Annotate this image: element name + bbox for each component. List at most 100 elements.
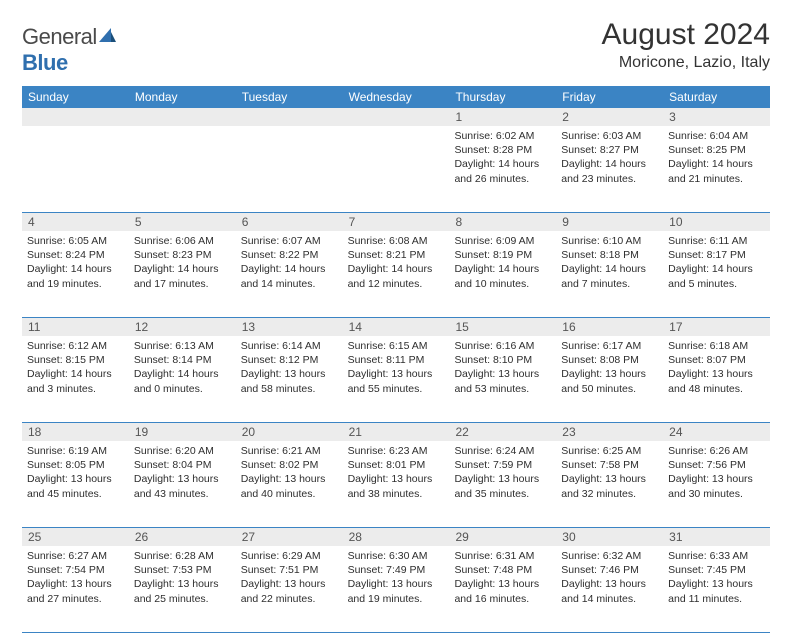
day-number: 14 xyxy=(343,318,450,336)
dayname: Wednesday xyxy=(343,86,450,108)
sunrise-text: Sunrise: 6:30 AM xyxy=(348,549,445,563)
sunset-text: Sunset: 8:21 PM xyxy=(348,248,445,262)
day-number: 15 xyxy=(449,318,556,336)
week-row: Sunrise: 6:05 AMSunset: 8:24 PM Daylight:… xyxy=(22,231,770,318)
day-number: 19 xyxy=(129,423,236,441)
sunrise-text: Sunrise: 6:28 AM xyxy=(134,549,231,563)
daylight-text: Daylight: 13 hours and 14 minutes. xyxy=(561,577,658,605)
sunrise-text: Sunrise: 6:23 AM xyxy=(348,444,445,458)
sunset-text: Sunset: 8:18 PM xyxy=(561,248,658,262)
day-cell: Sunrise: 6:28 AMSunset: 7:53 PMDaylight:… xyxy=(129,546,236,632)
sunrise-text: Sunrise: 6:03 AM xyxy=(561,129,658,143)
daynum-row: 11121314151617 xyxy=(22,318,770,336)
header: General Blue August 2024 Moricone, Lazio… xyxy=(22,18,770,76)
sunrise-text: Sunrise: 6:33 AM xyxy=(668,549,765,563)
day-number: 24 xyxy=(663,423,770,441)
week-row: Sunrise: 6:27 AMSunset: 7:54 PMDaylight:… xyxy=(22,546,770,633)
sunrise-text: Sunrise: 6:17 AM xyxy=(561,339,658,353)
day-cell: Sunrise: 6:14 AMSunset: 8:12 PMDaylight:… xyxy=(236,336,343,422)
day-cell: Sunrise: 6:27 AMSunset: 7:54 PMDaylight:… xyxy=(22,546,129,632)
sunset-text: Sunset: 8:02 PM xyxy=(241,458,338,472)
day-cell: Sunrise: 6:30 AMSunset: 7:49 PMDaylight:… xyxy=(343,546,450,632)
sunrise-text: Sunrise: 6:08 AM xyxy=(348,234,445,248)
daynum-row: 18192021222324 xyxy=(22,423,770,441)
sunset-text: Sunset: 8:11 PM xyxy=(348,353,445,367)
sunset-text: Sunset: 7:46 PM xyxy=(561,563,658,577)
day-number: 20 xyxy=(236,423,343,441)
day-number: 4 xyxy=(22,213,129,231)
week-row: Sunrise: 6:12 AMSunset: 8:15 PMDaylight:… xyxy=(22,336,770,423)
daylight-text: Daylight: 14 hours and 0 minutes. xyxy=(134,367,231,395)
daylight-text: Daylight: 13 hours and 53 minutes. xyxy=(454,367,551,395)
sunset-text: Sunset: 8:24 PM xyxy=(27,248,124,262)
day-cell: Sunrise: 6:08 AMSunset: 8:21 PMDaylight:… xyxy=(343,231,450,317)
daylight-text: Daylight: 14 hours and 17 minutes. xyxy=(134,262,231,290)
sunset-text: Sunset: 8:27 PM xyxy=(561,143,658,157)
day-number xyxy=(236,108,343,126)
day-number: 18 xyxy=(22,423,129,441)
sunrise-text: Sunrise: 6:09 AM xyxy=(454,234,551,248)
sunrise-text: Sunrise: 6:19 AM xyxy=(27,444,124,458)
day-number: 25 xyxy=(22,528,129,546)
dayname: Tuesday xyxy=(236,86,343,108)
daylight-text: Daylight: 13 hours and 35 minutes. xyxy=(454,472,551,500)
logo-text: General Blue xyxy=(22,24,117,76)
day-cell: Sunrise: 6:20 AMSunset: 8:04 PMDaylight:… xyxy=(129,441,236,527)
sunset-text: Sunset: 8:25 PM xyxy=(668,143,765,157)
day-number: 26 xyxy=(129,528,236,546)
day-number: 3 xyxy=(663,108,770,126)
day-number: 17 xyxy=(663,318,770,336)
sunset-text: Sunset: 7:59 PM xyxy=(454,458,551,472)
sunrise-text: Sunrise: 6:11 AM xyxy=(668,234,765,248)
daylight-text: Daylight: 13 hours and 50 minutes. xyxy=(561,367,658,395)
daylight-text: Daylight: 13 hours and 25 minutes. xyxy=(134,577,231,605)
dayname: Friday xyxy=(556,86,663,108)
sunset-text: Sunset: 7:58 PM xyxy=(561,458,658,472)
day-number: 2 xyxy=(556,108,663,126)
sunrise-text: Sunrise: 6:06 AM xyxy=(134,234,231,248)
day-number: 31 xyxy=(663,528,770,546)
dayname: Saturday xyxy=(663,86,770,108)
daylight-text: Daylight: 13 hours and 58 minutes. xyxy=(241,367,338,395)
day-cell: Sunrise: 6:16 AMSunset: 8:10 PMDaylight:… xyxy=(449,336,556,422)
week-row: Sunrise: 6:19 AMSunset: 8:05 PMDaylight:… xyxy=(22,441,770,528)
day-cell: Sunrise: 6:03 AMSunset: 8:27 PMDaylight:… xyxy=(556,126,663,212)
sunset-text: Sunset: 7:51 PM xyxy=(241,563,338,577)
day-cell: Sunrise: 6:05 AMSunset: 8:24 PMDaylight:… xyxy=(22,231,129,317)
sunset-text: Sunset: 8:08 PM xyxy=(561,353,658,367)
sunrise-text: Sunrise: 6:31 AM xyxy=(454,549,551,563)
daylight-text: Daylight: 14 hours and 3 minutes. xyxy=(27,367,124,395)
sunrise-text: Sunrise: 6:05 AM xyxy=(27,234,124,248)
sunrise-text: Sunrise: 6:25 AM xyxy=(561,444,658,458)
daylight-text: Daylight: 14 hours and 10 minutes. xyxy=(454,262,551,290)
day-cell: Sunrise: 6:26 AMSunset: 7:56 PMDaylight:… xyxy=(663,441,770,527)
daylight-text: Daylight: 13 hours and 38 minutes. xyxy=(348,472,445,500)
daylight-text: Daylight: 13 hours and 45 minutes. xyxy=(27,472,124,500)
logo-sail-icon xyxy=(97,24,117,50)
sunrise-text: Sunrise: 6:26 AM xyxy=(668,444,765,458)
sunrise-text: Sunrise: 6:12 AM xyxy=(27,339,124,353)
sunset-text: Sunset: 8:19 PM xyxy=(454,248,551,262)
day-number: 16 xyxy=(556,318,663,336)
sunrise-text: Sunrise: 6:10 AM xyxy=(561,234,658,248)
day-number: 8 xyxy=(449,213,556,231)
sunrise-text: Sunrise: 6:02 AM xyxy=(454,129,551,143)
day-cell: Sunrise: 6:25 AMSunset: 7:58 PMDaylight:… xyxy=(556,441,663,527)
day-number: 7 xyxy=(343,213,450,231)
daylight-text: Daylight: 13 hours and 32 minutes. xyxy=(561,472,658,500)
daylight-text: Daylight: 14 hours and 5 minutes. xyxy=(668,262,765,290)
daylight-text: Daylight: 14 hours and 14 minutes. xyxy=(241,262,338,290)
title-block: August 2024 Moricone, Lazio, Italy xyxy=(602,18,770,72)
daylight-text: Daylight: 13 hours and 48 minutes. xyxy=(668,367,765,395)
daylight-text: Daylight: 14 hours and 21 minutes. xyxy=(668,157,765,185)
day-cell: Sunrise: 6:09 AMSunset: 8:19 PMDaylight:… xyxy=(449,231,556,317)
day-cell: Sunrise: 6:12 AMSunset: 8:15 PMDaylight:… xyxy=(22,336,129,422)
day-cell: Sunrise: 6:04 AMSunset: 8:25 PMDaylight:… xyxy=(663,126,770,212)
sunset-text: Sunset: 7:48 PM xyxy=(454,563,551,577)
sunset-text: Sunset: 8:12 PM xyxy=(241,353,338,367)
day-number xyxy=(129,108,236,126)
day-cell: Sunrise: 6:31 AMSunset: 7:48 PMDaylight:… xyxy=(449,546,556,632)
sunrise-text: Sunrise: 6:18 AM xyxy=(668,339,765,353)
day-cell xyxy=(236,126,343,212)
sunset-text: Sunset: 7:54 PM xyxy=(27,563,124,577)
